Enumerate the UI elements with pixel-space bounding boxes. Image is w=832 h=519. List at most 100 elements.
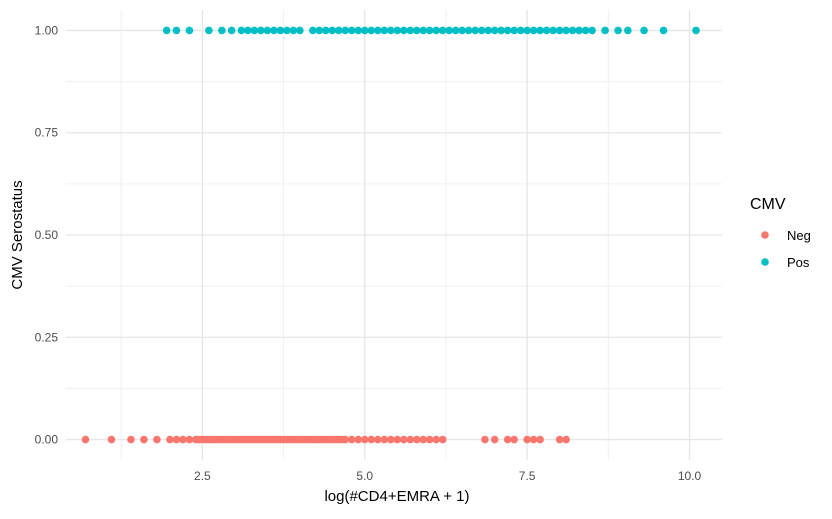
data-point-pos — [490, 26, 499, 35]
data-point-pos — [432, 26, 441, 35]
data-point-pos — [386, 26, 395, 35]
data-point-pos — [250, 26, 259, 35]
data-point-neg — [166, 435, 174, 444]
data-point-neg — [172, 435, 181, 444]
data-point-neg — [81, 435, 90, 444]
data-point-neg — [393, 435, 402, 444]
data-point-neg — [481, 435, 489, 444]
data-point-pos — [162, 26, 171, 35]
data-point-neg — [107, 435, 116, 444]
data-point-pos — [471, 26, 479, 35]
data-point-neg — [153, 435, 161, 444]
data-point-pos — [347, 26, 356, 35]
data-point-neg — [490, 435, 499, 444]
data-point-pos — [445, 26, 454, 35]
x-axis-title: log(#CD4+EMRA + 1) — [324, 488, 469, 505]
data-point-pos — [568, 26, 577, 35]
data-point-neg — [127, 435, 135, 444]
data-point-pos — [367, 26, 376, 35]
data-point-pos — [244, 26, 252, 35]
data-point-pos — [601, 26, 609, 35]
data-point-neg — [399, 435, 408, 444]
data-point-pos — [309, 26, 317, 35]
data-point-neg — [347, 435, 356, 444]
data-point-pos — [484, 26, 492, 35]
data-point-pos — [172, 26, 181, 35]
data-point-neg — [510, 435, 518, 444]
data-point-pos — [315, 26, 324, 35]
x-tick-label: 5.0 — [356, 469, 373, 483]
data-point-pos — [322, 26, 330, 35]
legend-key-neg — [761, 231, 769, 239]
x-tick-label: 7.5 — [519, 469, 536, 483]
data-point-neg — [503, 435, 512, 444]
y-tick-label: 0.75 — [35, 126, 59, 140]
data-point-pos — [185, 26, 194, 35]
data-point-pos — [412, 26, 421, 35]
data-point-pos — [257, 26, 265, 35]
data-point-neg — [438, 435, 447, 444]
legend-title: CMV — [750, 196, 786, 213]
data-point-neg — [341, 435, 350, 444]
data-point-neg — [380, 435, 389, 444]
data-point-pos — [640, 26, 648, 35]
y-tick-label: 0.50 — [35, 228, 59, 242]
data-point-pos — [503, 26, 512, 35]
data-point-neg — [412, 435, 421, 444]
data-point-neg — [386, 435, 395, 444]
data-point-pos — [562, 26, 570, 35]
data-point-neg — [529, 435, 538, 444]
data-point-pos — [497, 26, 505, 35]
data-point-neg — [432, 435, 441, 444]
data-point-pos — [516, 26, 525, 35]
data-point-pos — [354, 26, 363, 35]
data-point-pos — [289, 26, 298, 35]
data-point-pos — [380, 26, 389, 35]
data-point-pos — [373, 26, 382, 35]
data-point-pos — [477, 26, 486, 35]
data-point-pos — [659, 26, 668, 35]
legend-label-neg: Neg — [787, 228, 811, 243]
x-tick-labels: 2.5 5.0 7.5 10.0 — [194, 469, 701, 483]
data-point-pos — [529, 26, 538, 35]
data-point-pos — [328, 26, 337, 35]
y-tick-label: 0.25 — [35, 330, 59, 344]
data-point-pos — [523, 26, 531, 35]
data-point-pos — [614, 26, 622, 35]
data-point-pos — [536, 26, 544, 35]
data-point-pos — [438, 26, 447, 35]
data-point-pos — [425, 26, 434, 35]
data-point-pos — [575, 26, 583, 35]
data-point-pos — [458, 26, 466, 35]
data-point-neg — [373, 435, 382, 444]
data-point-pos — [334, 26, 343, 35]
data-point-neg — [425, 435, 434, 444]
data-point-neg — [536, 435, 544, 444]
data-point-neg — [555, 435, 564, 444]
data-point-pos — [296, 26, 304, 35]
data-point-neg — [523, 435, 531, 444]
data-point-pos — [581, 26, 590, 35]
data-point-neg — [179, 435, 187, 444]
data-point-pos — [341, 26, 350, 35]
data-point-neg — [562, 435, 570, 444]
data-point-pos — [588, 26, 596, 35]
data-point-pos — [549, 26, 557, 35]
legend-key-pos — [761, 258, 769, 266]
data-point-pos — [406, 26, 415, 35]
y-tick-label: 1.00 — [35, 23, 59, 37]
data-point-pos — [451, 26, 460, 35]
data-point-pos — [624, 26, 632, 35]
data-point-pos — [542, 26, 551, 35]
minor-gridlines — [66, 10, 722, 460]
data-point-pos — [263, 26, 272, 35]
data-point-pos — [205, 26, 213, 35]
legend-label-pos: Pos — [787, 255, 810, 270]
y-tick-labels: 0.00 0.25 0.50 0.75 1.00 — [35, 23, 59, 446]
data-point-pos — [237, 26, 246, 35]
data-point-pos — [270, 26, 278, 35]
data-point-pos — [393, 26, 402, 35]
data-point-pos — [218, 26, 226, 35]
